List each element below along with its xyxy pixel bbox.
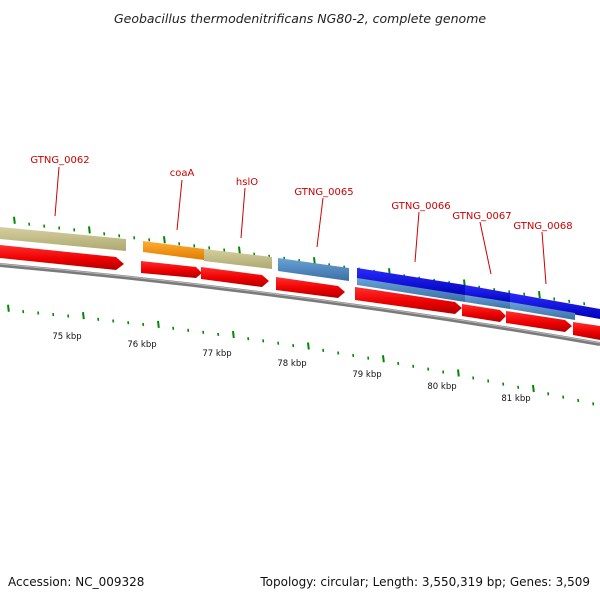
feature-gene-gtng-0067-blue[interactable]: [465, 285, 510, 303]
kbp-label-79: 79 kbp: [352, 370, 381, 380]
major-tick: [232, 330, 235, 339]
major-tick: [457, 369, 460, 377]
major-tick: [82, 311, 85, 320]
major-tick: [157, 320, 160, 329]
gene-label-gtng-0068[interactable]: GTNG_0068: [513, 221, 572, 232]
feature-gene-coaa[interactable]: [143, 241, 204, 260]
cds-arrow[interactable]: [573, 322, 600, 340]
major-tick: [538, 290, 541, 299]
genome-summary-text: Topology: circular; Length: 3,550,319 bp…: [259, 575, 590, 589]
major-tick: [307, 342, 310, 350]
major-tick: [13, 216, 16, 224]
feature-gene-gtng-0068-blue[interactable]: [510, 293, 600, 319]
feature-gene-gtng-0062[interactable]: [0, 227, 126, 251]
feature-gene-hslo[interactable]: [204, 249, 272, 269]
cds-track: [0, 245, 600, 340]
genome-backbone: [0, 263, 600, 346]
cds-arrow[interactable]: [355, 287, 462, 314]
leader-line: [541, 231, 547, 285]
cds-arrow[interactable]: [0, 245, 124, 270]
leader-line: [240, 187, 246, 239]
kbp-label-76: 76 kbp: [127, 340, 156, 350]
feature-gene-gtng-0065[interactable]: [278, 258, 349, 281]
cds-arrow[interactable]: [201, 267, 269, 287]
genome-backbone-highlight: [0, 263, 600, 344]
feature-gene-gtng-0066-blue[interactable]: [357, 268, 465, 296]
gene-label-hslo[interactable]: hslO: [236, 177, 258, 188]
leader-line: [414, 211, 420, 263]
kbp-label-78: 78 kbp: [277, 359, 306, 369]
major-tick: [7, 304, 10, 312]
cds-arrow[interactable]: [276, 277, 345, 298]
feature-gene-gtng-0068-steel[interactable]: [510, 302, 575, 320]
leader-line: [176, 179, 183, 231]
major-tick: [532, 384, 535, 393]
major-tick: [238, 246, 241, 254]
leader-line: [479, 221, 492, 275]
kbp-label-81: 81 kbp: [501, 394, 530, 404]
feature-gene-gtng-0067-steel[interactable]: [465, 295, 510, 309]
feature-gene-gtng-0066-steel[interactable]: [357, 278, 465, 302]
cds-arrow[interactable]: [506, 311, 572, 332]
inner-tick-row: [7, 304, 595, 406]
gene-label-gtng-0067[interactable]: GTNG_0067: [452, 211, 511, 222]
major-tick: [382, 355, 385, 363]
cds-arrow[interactable]: [141, 261, 202, 278]
major-tick: [163, 236, 166, 244]
major-tick: [88, 226, 91, 234]
kbp-label-75: 75 kbp: [52, 332, 81, 342]
gene-label-gtng-0062[interactable]: GTNG_0062: [30, 155, 89, 166]
leader-line: [54, 166, 60, 217]
kbp-label-77: 77 kbp: [202, 349, 231, 359]
gene-label-gtng-0066[interactable]: GTNG_0066: [391, 201, 450, 212]
gene-label-coaa[interactable]: coaA: [170, 168, 195, 179]
major-tick: [313, 257, 316, 265]
leader-line: [316, 197, 324, 248]
cds-arrow[interactable]: [462, 304, 506, 322]
gene-label-gtng-0065[interactable]: GTNG_0065: [294, 187, 353, 198]
gene-track: [0, 227, 600, 320]
accession-text: Accession: NC_009328: [8, 575, 144, 589]
gene-labels: GTNG_0062 coaA hslO GTNG_0065 GTNG_0066 …: [30, 155, 573, 285]
kbp-scale: 75 kbp 76 kbp 77 kbp 78 kbp 79 kbp 80 kb…: [52, 332, 530, 404]
kbp-label-80: 80 kbp: [427, 382, 456, 392]
map-title: Geobacillus thermodenitrificans NG80-2, …: [114, 11, 486, 26]
